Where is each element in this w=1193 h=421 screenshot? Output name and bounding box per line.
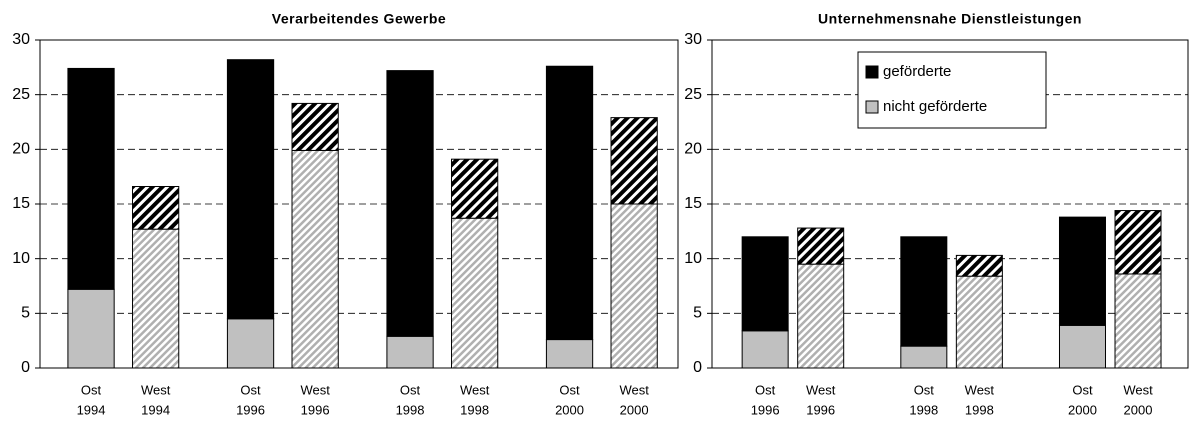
y-tick-label: 25 [12,86,30,103]
bar-segment [900,345,948,369]
bar-segment [1058,324,1106,369]
x-tick-label: West [141,382,171,397]
x-tick-label: West [1123,382,1153,397]
x-tick-label: 2000 [1068,402,1097,417]
bar-segment [67,288,115,369]
y-tick-label: 5 [693,305,702,322]
x-tick-label: Ost [1072,382,1093,397]
bar-segment [741,330,789,369]
y-tick-label: 0 [693,359,702,376]
x-tick-label: 2000 [1124,402,1153,417]
y-tick-label: 30 [12,31,30,48]
bar-segment [67,67,115,290]
x-tick-label: West [806,382,836,397]
x-tick-label: West [460,382,490,397]
x-tick-label: 1996 [236,402,265,417]
x-tick-label: Ost [914,382,935,397]
y-tick-label: 20 [12,141,30,158]
legend-swatch [865,65,879,79]
bar-segment [451,217,499,369]
bar-segment [955,254,1003,277]
bar-segment [291,149,339,369]
bar-segment [1114,273,1162,369]
bar-segment [132,186,180,230]
y-tick-label: 0 [21,359,30,376]
chart-title: Verarbeitendes Gewerbe [272,11,446,27]
bar-segment [610,117,658,205]
legend-swatch [865,100,879,114]
bar-segment [797,263,845,369]
x-tick-label: 1996 [301,402,330,417]
x-tick-label: West [965,382,995,397]
x-tick-label: 1998 [460,402,489,417]
x-tick-label: 2000 [620,402,649,417]
x-tick-label: 1996 [751,402,780,417]
x-tick-label: 2000 [555,402,584,417]
bar-segment [132,228,180,369]
x-tick-label: Ost [559,382,580,397]
x-tick-label: 1994 [77,402,106,417]
y-tick-label: 10 [684,250,702,267]
bar-segment [1058,216,1106,326]
y-tick-label: 20 [684,141,702,158]
chart-title: Unternehmensnahe Dienstleistungen [818,11,1082,27]
y-tick-label: 10 [12,250,30,267]
bar-segment [900,236,948,347]
x-tick-label: 1998 [909,402,938,417]
y-tick-label: 15 [12,195,30,212]
bar-segment [386,70,434,337]
y-tick-label: 30 [684,31,702,48]
y-tick-label: 25 [684,86,702,103]
legend-label: nicht geförderte [883,98,987,115]
y-tick-label: 5 [21,305,30,322]
bar-segment [291,102,339,151]
y-tick-label: 15 [684,195,702,212]
x-tick-label: West [619,382,649,397]
x-tick-label: Ost [755,382,776,397]
bar-segment [1114,210,1162,275]
bar-segment [955,275,1003,369]
bar-segment [226,59,275,320]
bar-segment [545,339,594,369]
x-tick-label: Ost [81,382,102,397]
bar-segment [451,158,499,219]
x-tick-label: 1996 [806,402,835,417]
bar-segment [797,227,845,265]
bar-segment [226,318,275,369]
x-tick-label: Ost [400,382,421,397]
x-tick-label: 1998 [965,402,994,417]
bar-segment [610,203,658,369]
bar-segment [545,65,594,341]
bar-segment [741,236,789,332]
x-tick-label: Ost [240,382,261,397]
bar-segment [386,335,434,369]
x-tick-label: 1998 [396,402,425,417]
legend-label: geförderte [883,63,951,80]
x-tick-label: West [300,382,330,397]
x-tick-label: 1994 [141,402,170,417]
legend-box [857,51,1047,129]
